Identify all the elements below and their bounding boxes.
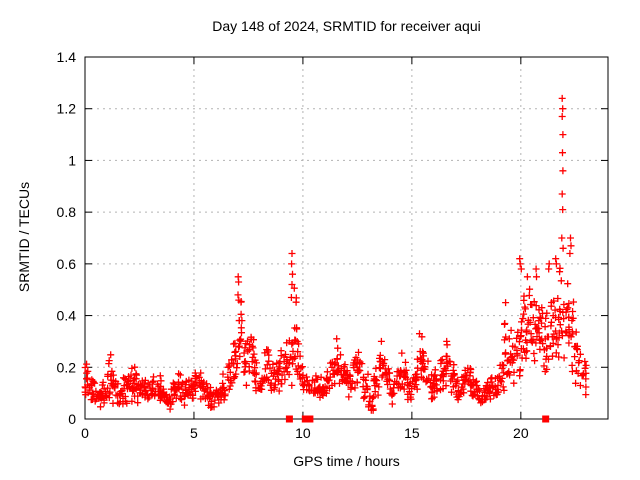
- chart-title: Day 148 of 2024, SRMTID for receiver aqu…: [212, 18, 481, 34]
- y-tick-label: 0.4: [57, 308, 77, 324]
- y-tick-label: 1.4: [57, 49, 77, 65]
- y-tick-label: 1: [68, 152, 76, 168]
- zero-value-marker: [306, 415, 314, 423]
- y-tick-label: 0.6: [57, 256, 77, 272]
- x-tick-label: 10: [295, 425, 311, 441]
- zero-value-marker: [285, 415, 293, 423]
- y-tick-label: 1.2: [57, 101, 77, 117]
- y-tick-label: 0: [68, 411, 76, 427]
- x-tick-label: 0: [81, 425, 89, 441]
- zero-value-marker: [542, 415, 550, 423]
- x-tick-label: 5: [190, 425, 198, 441]
- data-points: [81, 94, 590, 414]
- y-tick-label: 0.2: [57, 359, 77, 375]
- x-tick-label: 20: [513, 425, 529, 441]
- y-axis-label: SRMTID / TECUs: [16, 181, 32, 293]
- y-tick-label: 0.8: [57, 204, 77, 220]
- x-axis-label: GPS time / hours: [293, 453, 400, 469]
- zero-value-marker: [301, 415, 309, 423]
- x-tick-label: 15: [404, 425, 420, 441]
- plot-frame: [84, 56, 609, 420]
